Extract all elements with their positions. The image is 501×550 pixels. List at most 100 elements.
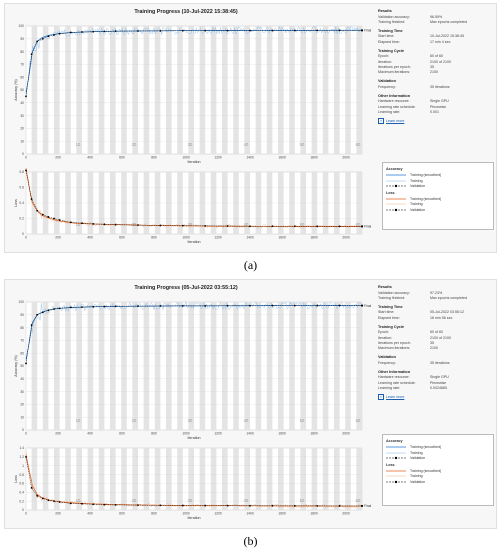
legend-item: Training [386, 202, 423, 207]
validation-point [47, 309, 50, 312]
y-tick-label: 30 [20, 390, 24, 394]
y-tick-label: 0.2 [19, 217, 24, 221]
y-tick-label: 80 [20, 326, 24, 330]
y-tick-label: 70 [20, 339, 24, 343]
validation-point [114, 30, 117, 33]
validation-point [181, 29, 184, 32]
legend-item: Validation [386, 479, 490, 484]
legend-item: Validation [386, 455, 490, 460]
x-tick-label: 200 [55, 432, 61, 436]
results-heading: Results [378, 9, 392, 13]
figure-caption: (a) [243, 258, 258, 272]
y-tick-label: 10 [20, 139, 24, 143]
training-cycle-heading: Training Cycle [378, 48, 404, 53]
training-progress-panel-b: Training Progress (05-Jul-2022 03:55:12)… [0, 276, 501, 550]
legend-item: Training [386, 474, 423, 479]
epoch-label: 20 [132, 498, 137, 503]
x-tick-label: 200 [55, 236, 61, 240]
training-time-heading: Training Time [378, 304, 403, 309]
epoch-label: 60 [356, 418, 361, 423]
training-series-line [25, 451, 362, 509]
validation-point [30, 324, 33, 326]
info-row: Epoch: 60 of 60 [378, 54, 443, 59]
y-tick-label: 0.4 [19, 201, 24, 205]
x-tick-label: 1800 [310, 512, 318, 516]
y-tick-label: 90 [20, 313, 24, 317]
validation-point [36, 313, 39, 316]
final-point [360, 504, 364, 508]
epoch-band [255, 448, 262, 510]
x-axis-label: Iteration [188, 160, 201, 164]
epoch-band [42, 448, 49, 510]
training-cycle-heading: Training Cycle [378, 324, 404, 329]
x-axis-label: Iteration [188, 240, 201, 244]
epoch-band [143, 448, 150, 510]
validation-point [159, 29, 162, 32]
validation-point [58, 307, 61, 310]
validation-point [41, 497, 44, 500]
legend-item: Training (smoothed) [386, 173, 442, 178]
x-tick-label: 0 [25, 432, 27, 436]
y-tick-label: 10 [20, 415, 24, 419]
x-tick-label: 1800 [310, 432, 318, 436]
info-row: Learning rate schedule: Piecewise [378, 380, 447, 385]
validation-point [58, 219, 61, 221]
validation-point [249, 29, 251, 32]
epoch-band [322, 448, 329, 510]
y-tick-label: 0.6 [19, 186, 24, 190]
final-label: Final [364, 304, 371, 308]
y-tick-label: 50 [20, 364, 24, 368]
y-tick-label: 0 [22, 508, 24, 512]
y-tick-label: 0.2 [19, 499, 24, 503]
validation-point [41, 37, 44, 40]
epoch-band [65, 448, 71, 510]
info-row: Training finished: Max epochs completed [378, 19, 467, 24]
x-tick-label: 0 [25, 236, 27, 240]
validation-point [53, 500, 55, 503]
validation-point [41, 213, 44, 216]
figure-caption: (b) [243, 534, 258, 548]
x-tick-label: 1200 [214, 432, 222, 436]
epoch-label: 60 [356, 498, 361, 503]
validation-point [103, 30, 106, 33]
x-tick-label: 1000 [182, 156, 190, 160]
validation-point [103, 305, 106, 308]
validation-point [81, 306, 83, 309]
validation-point [81, 31, 83, 33]
x-tick-label: 600 [119, 512, 125, 516]
y-tick-label: 40 [20, 101, 24, 105]
x-tick-label: 1400 [246, 512, 254, 516]
x-tick-label: 200 [55, 156, 61, 160]
x-tick-label: 1000 [182, 236, 190, 240]
epoch-label: 40 [244, 142, 249, 147]
epoch-band [334, 448, 340, 510]
validation-point [181, 504, 184, 507]
epoch-band [76, 448, 82, 510]
final-label: Final [364, 29, 371, 33]
validation-point [58, 501, 61, 503]
legend-item: Validation [386, 207, 490, 212]
x-tick-label: 800 [151, 236, 157, 240]
epoch-band [278, 448, 284, 510]
epoch-label: 50 [300, 222, 305, 227]
final-point [360, 29, 364, 32]
x-tick-label: 1400 [246, 156, 254, 160]
y-tick-label: 0.4 [19, 490, 24, 494]
info-row: Frequency: 35 iterations [378, 360, 450, 365]
validation-point [271, 225, 274, 228]
epoch-band [121, 448, 127, 510]
x-tick-label: 1800 [310, 156, 318, 160]
validation-point [36, 209, 39, 212]
learn-more-link[interactable]: ? Learn more [378, 393, 498, 400]
learn-more-link[interactable]: ? Learn more [378, 117, 498, 124]
epoch-band [210, 448, 217, 510]
info-row: Iterations per epoch: 35 [378, 340, 434, 345]
epoch-label: 30 [188, 222, 193, 227]
y-tick-label: 20 [20, 403, 24, 407]
validation-point [159, 305, 162, 307]
legend-heading-accuracy: Accuracy [386, 167, 403, 171]
x-tick-label: 800 [151, 156, 157, 160]
x-tick-label: 600 [119, 156, 125, 160]
y-tick-label: 80 [20, 50, 24, 54]
x-tick-label: 400 [87, 432, 93, 436]
